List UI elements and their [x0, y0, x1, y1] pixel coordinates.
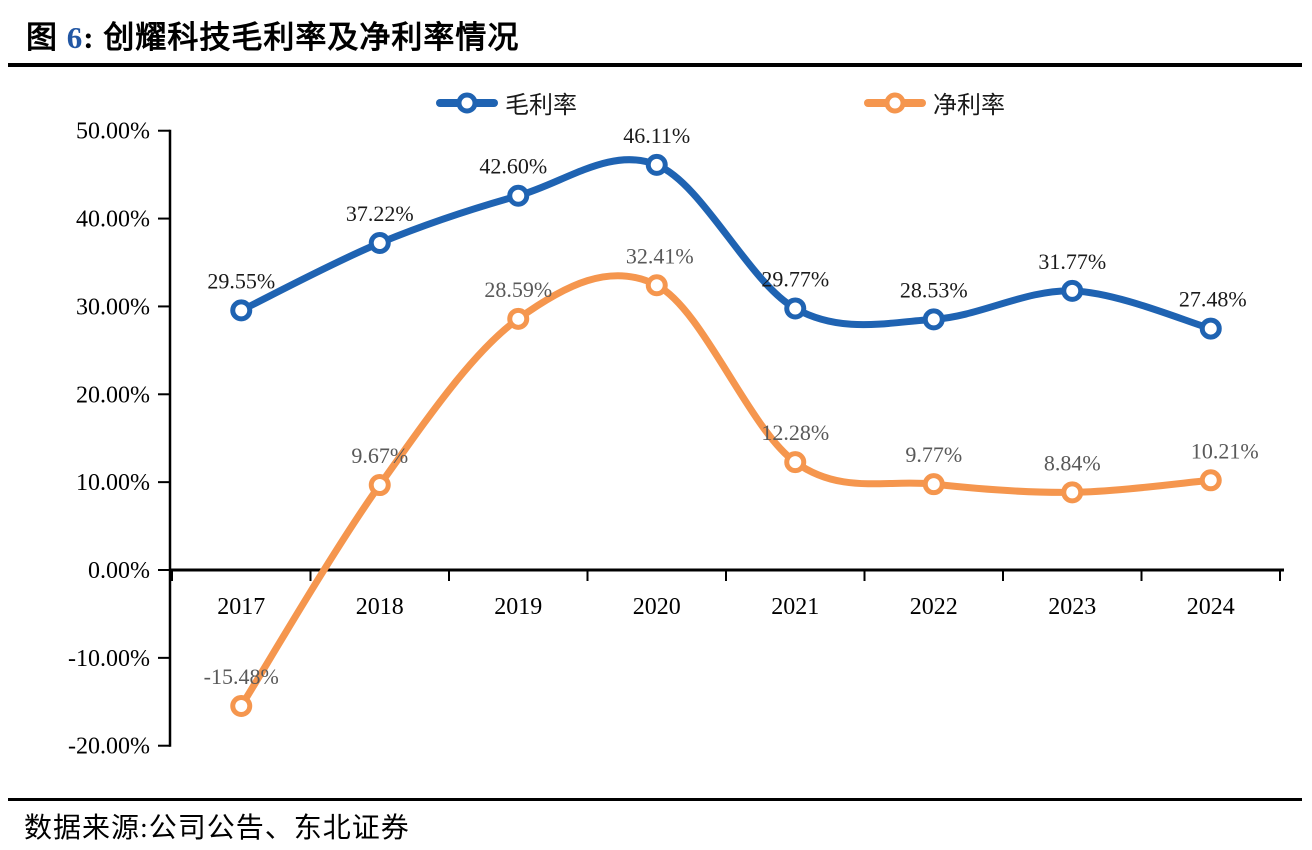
- legend-item-gross-margin: 毛利率: [436, 85, 577, 120]
- y-tick-label: 20.00%: [76, 382, 150, 408]
- y-tick-label: 50.00%: [76, 119, 150, 145]
- data-label: 9.77%: [905, 442, 962, 467]
- page-title: 图 6: 创耀科技毛利率及净利率情况: [26, 12, 519, 57]
- data-point-marker: [1199, 317, 1222, 340]
- data-label: 29.55%: [207, 268, 275, 293]
- data-point-marker: [784, 297, 807, 320]
- x-tick-label: 2023: [1048, 594, 1096, 620]
- legend-label: 毛利率: [505, 93, 577, 119]
- data-label: 32.41%: [626, 243, 694, 268]
- x-tick-label: 2024: [1187, 594, 1235, 620]
- x-tick-label: 2019: [494, 594, 542, 620]
- footer-divider: [8, 798, 1302, 801]
- x-tick-label: 2017: [217, 594, 265, 620]
- data-point-marker: [507, 184, 530, 207]
- data-label: 28.59%: [484, 277, 552, 302]
- data-label: 37.22%: [346, 201, 414, 226]
- data-point-marker: [922, 308, 945, 331]
- y-tick-label: 0.00%: [88, 558, 150, 584]
- y-tick-label: 10.00%: [76, 470, 150, 496]
- data-point-marker: [1061, 279, 1084, 302]
- data-label: 27.48%: [1179, 287, 1247, 312]
- data-label: 8.84%: [1044, 450, 1101, 475]
- x-tick-label: 2021: [771, 594, 819, 620]
- data-point-marker: [1061, 481, 1084, 504]
- data-point-marker: [230, 299, 253, 322]
- data-point-marker: [368, 231, 391, 254]
- data-label: 10.21%: [1191, 438, 1259, 463]
- figure-title-text: : 创耀科技毛利率及净利率情况: [83, 20, 520, 55]
- data-point-marker: [507, 307, 530, 330]
- y-tick-label: 40.00%: [76, 207, 150, 233]
- data-label: 42.60%: [479, 154, 547, 179]
- line-marker-icon: [436, 92, 498, 113]
- figure-label: 图: [26, 20, 67, 55]
- data-point-marker: [368, 474, 391, 497]
- x-tick-label: 2020: [633, 594, 681, 620]
- data-label: 12.28%: [761, 420, 829, 445]
- series-line-0: [237, 156, 1215, 333]
- data-point-marker: [645, 274, 668, 297]
- x-tick-label: 2018: [356, 594, 404, 620]
- line-marker-icon: [864, 92, 926, 113]
- source-note: 数据来源:公司公告、东北证券: [24, 813, 410, 844]
- y-tick-label: 30.00%: [76, 294, 150, 320]
- data-point-marker: [230, 695, 253, 718]
- legend-item-net-margin: 净利率: [864, 85, 1005, 120]
- data-point-marker: [645, 153, 668, 176]
- legend-label: 净利率: [933, 93, 1005, 119]
- title-underline: [8, 63, 1302, 67]
- data-label: 46.11%: [623, 123, 690, 148]
- y-tick-label: -20.00%: [68, 734, 150, 760]
- data-label: 28.53%: [900, 277, 968, 302]
- figure-number: 6: [66, 20, 84, 55]
- y-tick-label: -10.00%: [68, 646, 150, 672]
- data-label: -15.48%: [204, 664, 279, 689]
- data-label: 31.77%: [1038, 249, 1106, 274]
- data-point-marker: [1199, 469, 1222, 492]
- x-tick-label: 2022: [910, 594, 958, 620]
- data-label: 9.67%: [351, 443, 408, 468]
- data-label: 29.77%: [761, 266, 829, 291]
- data-point-marker: [784, 451, 807, 474]
- data-point-marker: [922, 473, 945, 496]
